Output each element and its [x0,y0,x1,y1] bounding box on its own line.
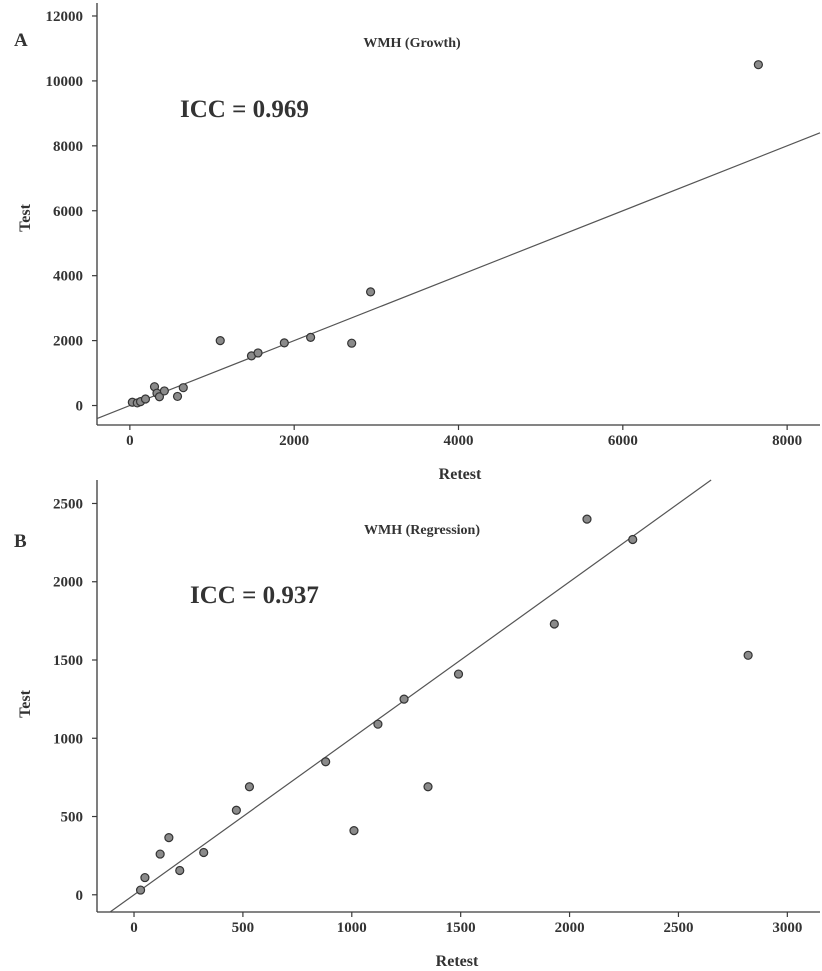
x-tick-label: 3000 [772,920,802,936]
data-point [199,847,209,858]
data-point [159,386,169,396]
y-axis-title: Test [17,689,34,718]
x-tick-label: 2500 [663,920,693,936]
data-point [279,338,289,348]
icc-annotation: ICC = 0.969 [180,96,309,123]
identity-reference-line [96,132,821,420]
x-tick-label: 1500 [446,920,476,936]
icc-annotation: ICC = 0.937 [190,582,319,609]
x-axis-title: Retest [436,953,479,970]
data-point [175,865,185,876]
x-axis-title: Retest [439,466,482,483]
y-tick-label: 0 [76,399,84,415]
panel-letter: B [14,531,27,552]
x-tick-label: 500 [232,920,255,936]
data-point [306,332,316,342]
data-point [399,694,409,704]
data-point [172,391,183,402]
y-tick-label: 2000 [53,575,83,591]
data-point [140,872,150,883]
data-point [244,782,255,792]
data-point [423,782,433,792]
y-tick-label: 10000 [46,74,84,90]
data-point [155,849,165,859]
data-point [347,338,357,348]
plot-area: 0 2000 4000 6000 8000 0 2000 4000 6000 8000 10000 1… [46,3,821,449]
data-point [321,757,331,767]
x-tick-label: 0 [130,920,138,936]
y-axis-title: Test [17,203,34,232]
data-point [349,826,359,836]
x-tick-label: 0 [126,433,134,449]
chart-title: WMH (Growth) [363,36,461,51]
y-tick-label: 12000 [46,9,84,25]
y-tick-label: 500 [61,810,84,826]
y-tick-label: 6000 [53,204,83,220]
x-tick-label: 2000 [279,433,309,449]
data-point [453,669,464,679]
y-tick-label: 1000 [53,731,83,747]
data-point [582,514,592,524]
y-tick-label: 4000 [53,269,83,285]
panel-a: A WMH (Growth) ICC = 0.969 Retest Test 0… [14,3,821,483]
data-point [215,336,225,346]
data-point [373,719,383,729]
y-tick-label: 1500 [53,653,83,669]
data-point [178,383,188,393]
panel-b: B WMH (Regression) ICC = 0.937 Retest Te… [14,479,820,970]
identity-reference-line [109,479,712,913]
x-tick-label: 8000 [772,433,802,449]
plot-area: 0 500 1000 1500 2000 2500 3000 0 500 1000 1500 2000… [53,479,820,936]
y-tick-label: 8000 [53,139,83,155]
y-tick-label: 0 [76,888,84,904]
chart-title: WMH (Regression) [364,523,480,538]
data-point [743,650,753,660]
data-point [549,619,559,629]
y-tick-label: 2000 [53,334,83,350]
data-point [135,885,146,895]
data-point [628,534,638,545]
data-point [753,60,763,70]
data-point [365,287,376,297]
data-point [154,392,165,402]
data-point [253,348,263,358]
x-tick-label: 2000 [555,920,585,936]
data-point [140,394,151,404]
x-tick-label: 6000 [608,433,638,449]
x-tick-label: 4000 [444,433,474,449]
y-tick-label: 2500 [53,496,83,512]
data-point [231,805,241,815]
data-point [164,833,174,843]
x-tick-label: 1000 [337,920,367,936]
panel-letter: A [14,30,28,51]
